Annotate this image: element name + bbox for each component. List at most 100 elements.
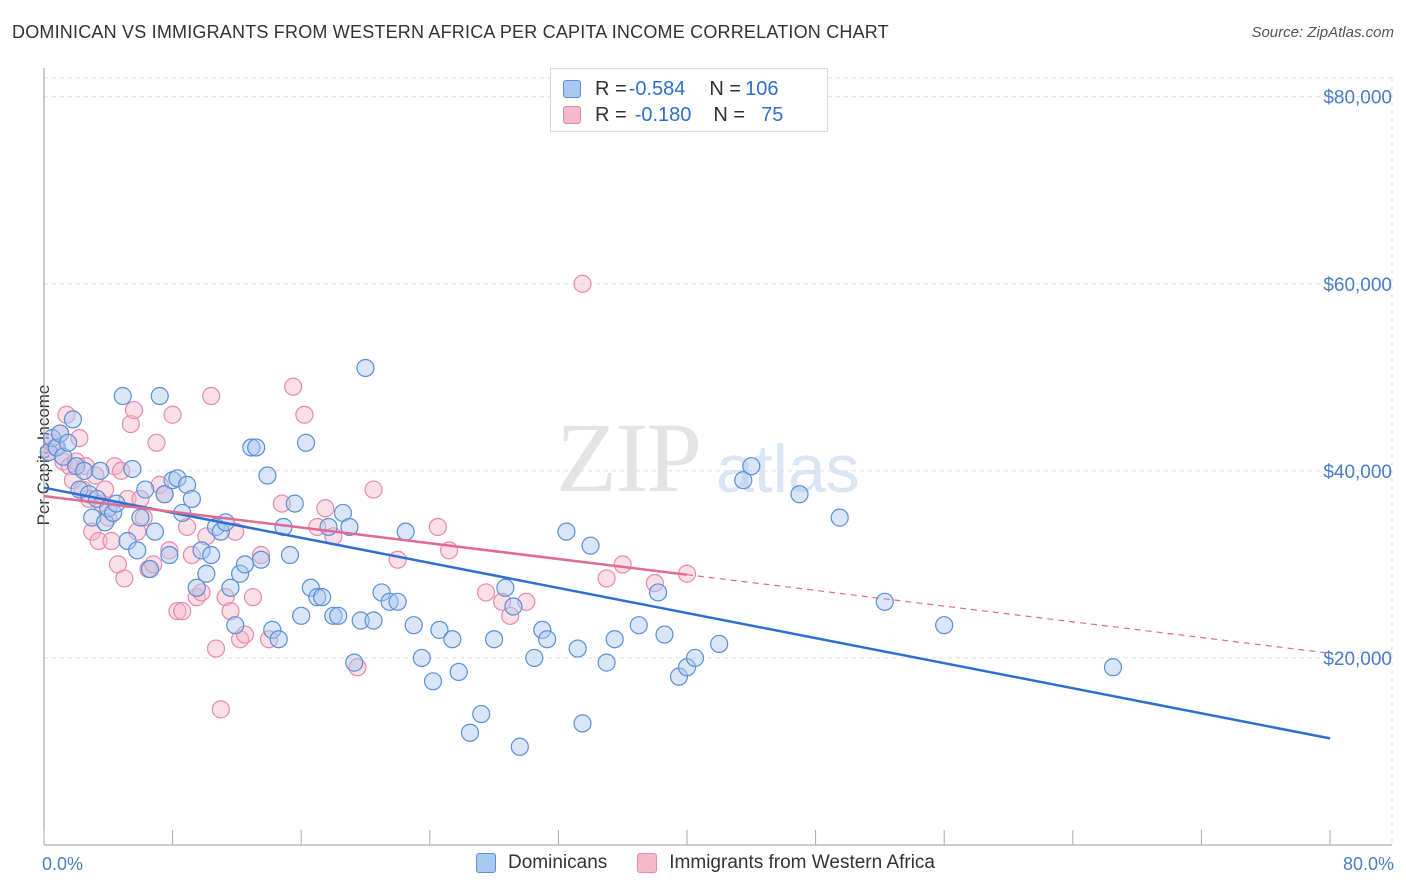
watermark-atlas: atlas <box>716 431 860 507</box>
stats-r-value: -0.584 <box>628 77 686 100</box>
data-point-dominicans <box>533 620 552 639</box>
data-point-dominicans <box>538 630 557 649</box>
data-point-western-africa <box>160 541 179 560</box>
data-point-dominicans <box>308 588 327 607</box>
data-point-western-africa <box>177 517 197 537</box>
data-point-western-africa <box>235 625 255 644</box>
data-point-western-africa <box>124 400 144 420</box>
legend-item-western-africa[interactable]: Immigrants from Western Africa <box>637 852 935 874</box>
stats-box: R = -0.584 N = 106 R = -0.180 N = 75 <box>550 68 828 132</box>
data-point-dominicans <box>202 545 221 565</box>
watermark-zip: ZIP <box>556 402 702 513</box>
data-point-dominicans <box>597 653 616 672</box>
data-point-dominicans <box>136 480 155 499</box>
data-point-dominicans <box>118 531 137 551</box>
data-point-western-africa <box>168 602 187 621</box>
data-point-dominicans <box>935 616 954 635</box>
legend-swatch-blue <box>476 853 496 873</box>
data-point-western-africa <box>364 480 383 499</box>
data-point-dominicans <box>790 485 809 504</box>
data-point-dominicans <box>197 564 216 583</box>
data-point-dominicans <box>568 639 587 658</box>
data-point-dominicans <box>251 550 271 569</box>
x-tick-label: 80.0% <box>1343 854 1394 874</box>
data-point-western-africa <box>206 639 226 658</box>
data-point-dominicans <box>412 648 431 668</box>
data-point-western-africa <box>115 569 134 588</box>
data-point-dominicans <box>364 611 383 630</box>
data-point-western-africa <box>147 433 166 452</box>
stats-swatch-blue <box>563 80 581 98</box>
data-point-dominicans <box>648 583 668 602</box>
trendline-western-africa-extension <box>686 574 1331 654</box>
data-point-dominicans <box>168 469 187 488</box>
data-point-dominicans <box>63 410 83 429</box>
chart-title: DOMINICAN VS IMMIGRANTS FROM WESTERN AFR… <box>12 22 889 42</box>
data-point-dominicans <box>59 433 78 452</box>
data-point-dominicans <box>182 489 201 509</box>
data-point-western-africa <box>316 499 335 518</box>
data-point-dominicans <box>449 662 468 682</box>
data-point-western-africa <box>284 377 303 396</box>
data-point-dominicans <box>485 630 504 649</box>
data-point-dominicans <box>128 541 147 560</box>
data-point-dominicans <box>177 475 197 494</box>
stats-n-value: 75 <box>761 103 784 126</box>
data-point-dominicans <box>443 630 462 649</box>
data-point-dominicans <box>496 578 515 597</box>
data-point-western-africa <box>221 602 240 621</box>
data-point-western-africa <box>272 494 292 513</box>
stats-r-value: -0.180 <box>634 103 692 126</box>
data-point-western-africa <box>163 405 182 424</box>
legend-label-western-africa: Immigrants from Western Africa <box>669 852 935 873</box>
data-point-dominicans <box>423 672 443 691</box>
data-point-western-africa <box>428 517 447 537</box>
data-point-dominicans <box>292 606 311 625</box>
data-point-dominicans <box>145 522 165 541</box>
y-tick-label: $20,000 <box>1323 649 1392 670</box>
data-point-dominicans <box>573 714 592 733</box>
data-point-dominicans <box>605 630 624 649</box>
data-point-western-africa <box>173 602 192 621</box>
data-point-western-africa <box>121 414 140 434</box>
data-point-dominicans <box>263 620 282 639</box>
data-point-western-africa <box>251 545 271 565</box>
source-credit: Source: ZipAtlas.com <box>1251 24 1394 41</box>
data-point-dominicans <box>140 559 160 579</box>
data-point-dominicans <box>460 723 480 742</box>
data-point-western-africa <box>182 545 201 565</box>
y-tick-label: $80,000 <box>1323 88 1392 109</box>
data-point-western-africa <box>597 569 616 588</box>
trendline-western-africa <box>43 494 688 576</box>
data-point-dominicans <box>160 545 179 565</box>
trendline-dominicans <box>43 486 1331 740</box>
data-point-western-africa <box>211 700 230 719</box>
data-point-dominicans <box>324 606 343 625</box>
data-point-western-africa <box>613 555 632 574</box>
data-point-dominicans <box>356 358 375 378</box>
data-point-dominicans <box>192 541 211 560</box>
data-point-dominicans <box>226 616 245 635</box>
data-point-western-africa <box>476 583 496 602</box>
data-point-dominicans <box>123 459 142 479</box>
data-point-dominicans <box>329 606 348 625</box>
data-point-dominicans <box>155 485 174 504</box>
data-point-dominicans <box>150 386 169 406</box>
stats-n-value: 106 <box>745 77 779 100</box>
data-point-dominicans <box>296 433 316 452</box>
data-point-western-africa <box>112 461 131 480</box>
stats-row-western-africa: R = -0.180 N = 75 <box>563 103 783 127</box>
legend-label-dominicans: Dominicans <box>508 852 608 873</box>
y-tick-label: $60,000 <box>1323 275 1392 296</box>
data-point-western-africa <box>83 522 102 541</box>
data-point-western-africa <box>573 274 592 293</box>
stats-row-dominicans: R = -0.584 N = 106 <box>563 77 778 101</box>
data-point-dominicans <box>396 522 415 541</box>
stats-n-label: N = <box>713 103 746 126</box>
legend-item-dominicans[interactable]: Dominicans <box>476 852 607 874</box>
data-point-dominicans <box>235 555 255 574</box>
data-point-dominicans <box>47 438 66 457</box>
data-point-dominicans <box>655 625 674 644</box>
data-point-dominicans <box>1103 658 1123 677</box>
